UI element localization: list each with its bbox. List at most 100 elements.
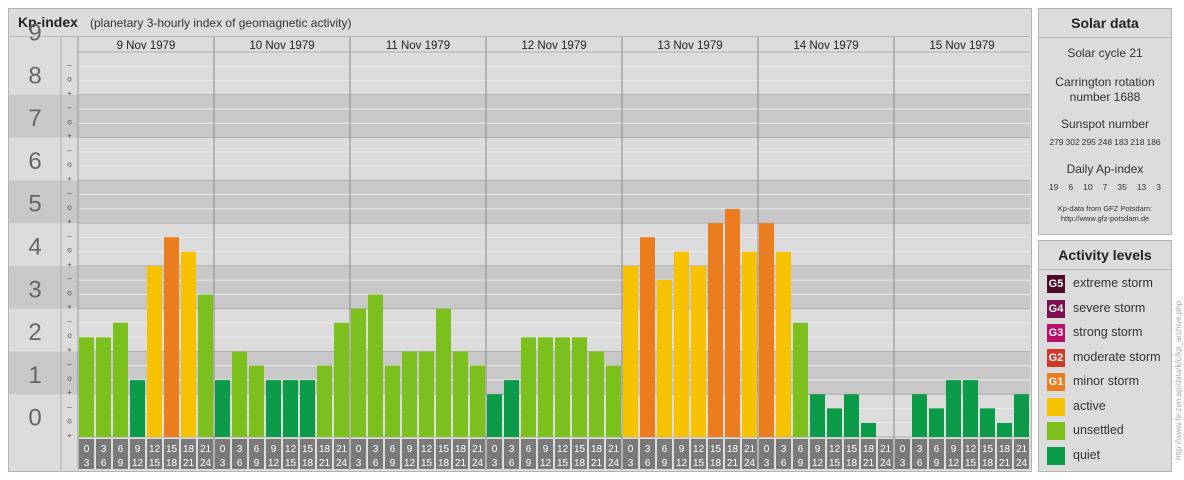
interval-start-label: 3 [509, 444, 515, 455]
minor-tick-symbol: o [67, 417, 72, 426]
interval-label-box [759, 439, 774, 469]
interval-label-box [589, 439, 604, 469]
legend-label: unsettled [1073, 423, 1124, 437]
kp-bar [657, 280, 672, 437]
kp-bar [198, 294, 213, 437]
interval-end-label: 15 [965, 458, 977, 469]
interval-end-label: 24 [608, 458, 620, 469]
interval-label-box [691, 439, 706, 469]
minor-tick-symbol: + [67, 303, 72, 312]
minor-tick-symbol: + [67, 388, 72, 397]
chart-title-bar: Kp-index (planetary 3-hourly index of ge… [9, 9, 1029, 37]
day-label: 9 Nov 1979 [117, 40, 176, 52]
ap-value: 13 [1136, 182, 1147, 192]
kp-bar [453, 351, 468, 437]
interval-start-label: 18 [319, 444, 331, 455]
interval-end-label: 3 [628, 458, 634, 469]
carrington-line-2: number 1688 [1069, 90, 1141, 104]
interval-label-box [249, 439, 264, 469]
sunspot-value: 279 [1049, 137, 1064, 147]
sunspot-label: Sunspot number [1060, 117, 1150, 131]
interval-end-label: 21 [591, 458, 603, 469]
interval-end-label: 18 [982, 458, 994, 469]
kp-bar [402, 351, 417, 437]
minor-tick-symbol: – [67, 60, 72, 69]
ap-value: 10 [1083, 182, 1093, 192]
interval-label-box [555, 439, 570, 469]
interval-end-label: 21 [863, 458, 875, 469]
interval-end-label: 6 [917, 458, 923, 469]
interval-start-label: 12 [829, 444, 841, 455]
interval-label-box [538, 439, 553, 469]
y-tick-label: 8 [28, 62, 41, 89]
kp-bar [266, 380, 281, 437]
legend-label: severe storm [1073, 300, 1146, 315]
interval-end-label: 15 [557, 458, 569, 469]
interval-start-label: 12 [149, 444, 161, 455]
kp-bar [844, 394, 859, 437]
legend-label: active [1073, 398, 1106, 413]
interval-label-box [742, 439, 757, 469]
kp-band [9, 52, 1030, 95]
legend-badge: G3 [1047, 324, 1065, 342]
source-line-2: http://www.gfz-potsdam.de [1060, 214, 1150, 223]
interval-label-box [844, 439, 859, 469]
kp-bar [793, 322, 808, 437]
kp-bar [96, 337, 111, 437]
y-tick-label: 2 [28, 319, 41, 346]
kp-bar [521, 337, 536, 437]
interval-end-label: 9 [662, 458, 668, 469]
interval-start-label: 12 [285, 444, 297, 455]
interval-start-label: 3 [373, 444, 379, 455]
day-label: 11 Nov 1979 [386, 40, 450, 52]
interval-end-label: 24 [200, 458, 212, 469]
interval-end-label: 18 [846, 458, 858, 469]
minor-tick-symbol: – [67, 274, 72, 283]
interval-end-label: 12 [404, 458, 416, 469]
interval-start-label: 18 [999, 444, 1011, 455]
interval-label-box [79, 439, 94, 469]
interval-end-label: 21 [727, 458, 739, 469]
interval-end-label: 21 [183, 458, 195, 469]
kp-bar [912, 394, 927, 437]
interval-start-label: 3 [781, 444, 787, 455]
kp-bar [725, 208, 740, 437]
minor-tick-symbol: – [67, 360, 72, 369]
interval-label-box [572, 439, 587, 469]
sunspot-value: 295 [1081, 137, 1096, 147]
interval-label-box [198, 439, 213, 469]
day-label: 12 Nov 1979 [521, 40, 586, 52]
interval-label-box [861, 439, 876, 469]
interval-end-label: 3 [900, 458, 906, 469]
interval-label-box [827, 439, 842, 469]
interval-end-label: 12 [812, 458, 824, 469]
interval-start-label: 21 [336, 444, 348, 455]
kp-band [9, 94, 1030, 138]
chart-subtitle: (planetary 3-hourly index of geomagnetic… [90, 16, 352, 30]
minor-tick-symbol: o [67, 203, 72, 212]
interval-start-label: 0 [628, 444, 634, 455]
interval-end-label: 24 [744, 458, 756, 469]
interval-start-label: 18 [455, 444, 467, 455]
kp-bar [640, 237, 655, 437]
interval-label-box [453, 439, 468, 469]
kp-bar [997, 422, 1012, 437]
kp-bar [164, 237, 179, 437]
interval-end-label: 3 [220, 458, 226, 469]
interval-end-label: 6 [237, 458, 243, 469]
interval-end-label: 9 [118, 458, 124, 469]
interval-label-box [657, 439, 672, 469]
minor-tick-symbol: – [67, 317, 72, 326]
minor-tick-symbol: – [67, 103, 72, 112]
legend-label: quiet [1073, 447, 1101, 462]
interval-start-label: 3 [917, 444, 923, 455]
interval-start-label: 9 [815, 444, 821, 455]
interval-end-label: 12 [540, 458, 552, 469]
solar-cycle: Solar cycle 21 [1067, 46, 1143, 60]
interval-label-box [810, 439, 825, 469]
kp-bar [300, 380, 315, 437]
kp-bar [232, 351, 247, 437]
minor-tick-symbol: + [67, 174, 72, 183]
interval-label-box [436, 439, 451, 469]
